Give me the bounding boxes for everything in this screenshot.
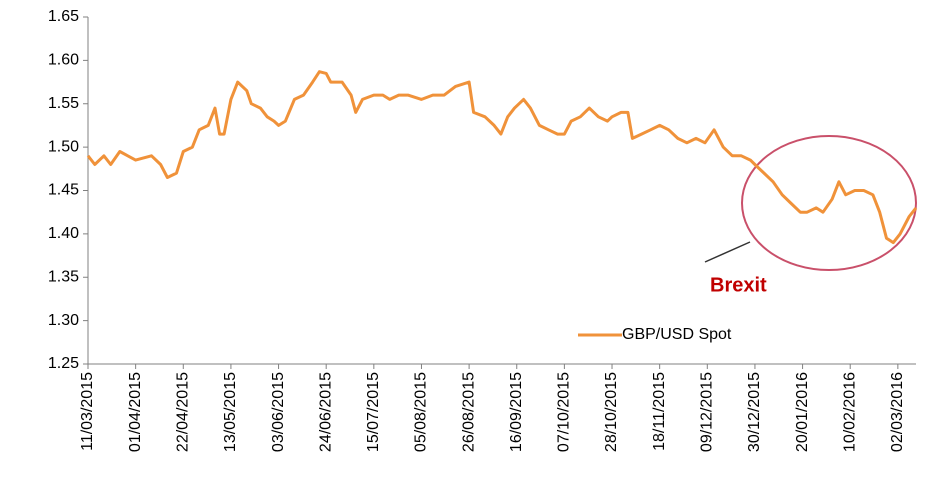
y-tick-label: 1.40 — [48, 225, 79, 242]
x-tick-label: 15/07/2015 — [365, 372, 382, 452]
x-tick-label: 07/10/2015 — [556, 372, 573, 452]
y-tick-label: 1.60 — [48, 52, 79, 69]
y-tick-label: 1.30 — [48, 312, 79, 329]
x-tick-label: 10/02/2016 — [841, 372, 858, 452]
x-tick-label: 03/06/2015 — [270, 372, 287, 452]
x-tick-label: 20/01/2016 — [794, 372, 811, 452]
y-tick-label: 1.25 — [48, 355, 79, 372]
x-tick-label: 16/09/2015 — [508, 372, 525, 452]
x-tick-label: 22/04/2015 — [174, 372, 191, 452]
x-tick-label: 18/11/2015 — [651, 372, 668, 451]
x-tick-label: 09/12/2015 — [699, 372, 716, 452]
y-tick-label: 1.50 — [48, 138, 79, 155]
brexit-circle — [741, 135, 917, 271]
y-tick-label: 1.35 — [48, 268, 79, 285]
y-tick-label: 1.65 — [48, 8, 79, 25]
x-tick-label: 24/06/2015 — [317, 372, 334, 452]
x-tick-label: 11/03/2015 — [79, 372, 96, 451]
x-tick-label: 05/08/2015 — [413, 372, 430, 452]
annotation-pointer — [704, 241, 751, 263]
x-tick-label: 02/03/2016 — [889, 372, 906, 452]
annotation: Brexit — [710, 274, 767, 296]
legend-label: GBP/USD Spot — [622, 326, 732, 343]
x-tick-label: 30/12/2015 — [746, 372, 763, 452]
x-tick-label: 01/04/2015 — [127, 372, 144, 452]
line-series — [86, 70, 918, 245]
x-tick-label: 28/10/2015 — [603, 372, 620, 452]
x-tick-label: 13/05/2015 — [222, 372, 239, 452]
x-tick-label: 26/08/2015 — [460, 372, 477, 452]
y-tick-label: 1.45 — [48, 182, 79, 199]
y-tick-label: 1.55 — [48, 95, 79, 112]
